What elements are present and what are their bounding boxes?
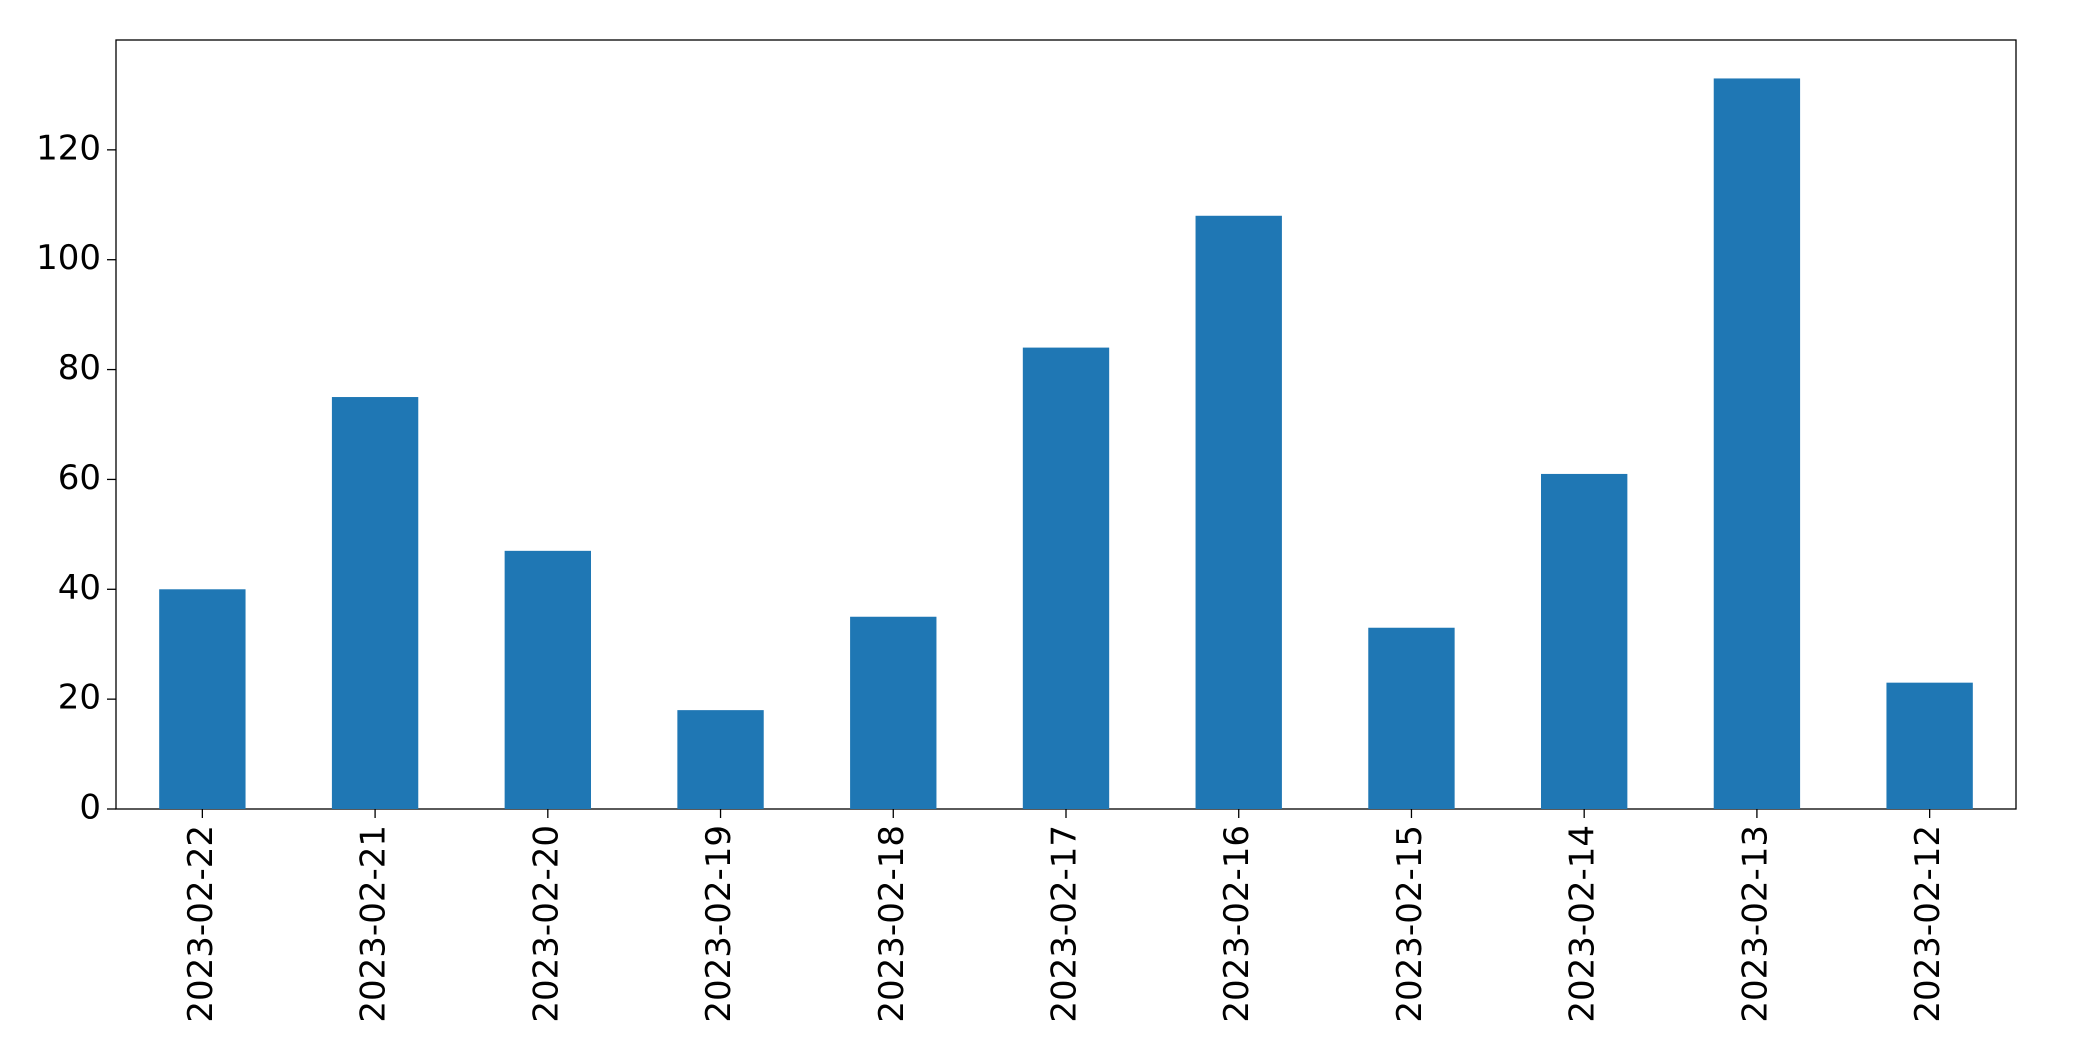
bar	[159, 589, 246, 809]
bar	[677, 710, 764, 809]
y-tick-label: 60	[58, 458, 101, 498]
x-tick-label: 2023-02-21	[354, 825, 394, 1023]
bar	[1713, 78, 1801, 809]
x-tick-label: 2023-02-17	[1045, 825, 1085, 1023]
x-tick-label: 2023-02-12	[1908, 825, 1948, 1023]
bar	[1886, 682, 1973, 809]
y-tick-label: 80	[58, 348, 101, 388]
y-tick-label: 100	[36, 238, 101, 278]
bar	[331, 397, 419, 809]
x-tick-label: 2023-02-22	[181, 825, 221, 1023]
y-tick-label: 20	[58, 678, 101, 718]
bar	[1541, 473, 1628, 809]
x-tick-label: 2023-02-13	[1735, 825, 1775, 1023]
x-tick-label: 2023-02-20	[526, 825, 566, 1023]
bar	[1195, 215, 1282, 809]
x-tick-label: 2023-02-16	[1217, 825, 1257, 1023]
x-tick-label: 2023-02-18	[872, 825, 912, 1023]
y-tick-label: 0	[79, 788, 101, 828]
bar	[850, 616, 937, 809]
bar	[1022, 347, 1110, 809]
y-tick-label: 40	[58, 568, 101, 608]
y-tick-label: 120	[36, 128, 101, 168]
x-tick-label: 2023-02-15	[1390, 825, 1430, 1023]
bar	[504, 550, 591, 809]
bar	[1368, 627, 1455, 809]
x-tick-label: 2023-02-14	[1563, 825, 1603, 1023]
x-tick-label: 2023-02-19	[699, 825, 739, 1023]
